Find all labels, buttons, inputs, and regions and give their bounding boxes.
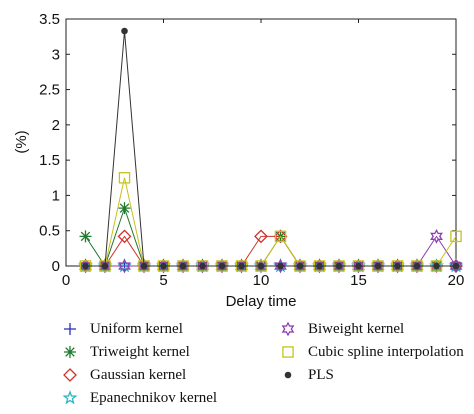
legend-item-epanechnikov-kernel: Epanechnikov kernel (58, 387, 217, 409)
series-line-triweight-kernel (85, 206, 456, 268)
legend-label: Gaussian kernel (90, 366, 187, 383)
legend-item-uniform-kernel: Uniform kernel (58, 318, 183, 340)
data-point-pls (413, 262, 421, 270)
data-point-gaussian-kernel (273, 229, 288, 244)
legend-label: Cubic spline interpolation (308, 343, 464, 360)
y-tick-label: 2.5 (39, 82, 60, 99)
data-point-gaussian-kernel (117, 229, 132, 244)
legend-marker-icon (282, 346, 294, 358)
data-point-pls (296, 262, 304, 270)
legend-item-biweight-kernel: Biweight kernel (276, 318, 404, 340)
y-tick-label: 1.5 (39, 152, 60, 169)
data-point-pls (140, 262, 148, 270)
legend-marker-icon (62, 390, 78, 405)
legend-item-pls: PLS (276, 364, 334, 386)
data-point-pls (257, 262, 265, 270)
x-tick-label: 15 (350, 272, 367, 289)
y-tick-label: 0 (52, 258, 60, 275)
y-axis-label: (%) (13, 130, 30, 153)
data-point-pls (355, 262, 362, 270)
data-point-pls (82, 262, 89, 270)
data-point-pls (374, 262, 382, 270)
legend-marker-icon (284, 371, 292, 379)
data-point-cubic-spline-interpolation (450, 230, 462, 243)
data-point-pls (101, 262, 109, 270)
data-point-pls (316, 262, 323, 270)
x-tick-label: 10 (253, 272, 270, 289)
legend-item-cubic-spline-interpolation: Cubic spline interpolation (276, 341, 464, 363)
x-tick-label: 0 (62, 272, 70, 289)
legend-marker-icon (63, 368, 77, 382)
legend-label: PLS (308, 366, 334, 383)
data-point-cubic-spline-interpolation (118, 172, 131, 184)
legend-label: Triweight kernel (90, 343, 190, 360)
legend-item-triweight-kernel: Triweight kernel (58, 341, 190, 363)
x-tick-label: 20 (448, 272, 465, 289)
y-tick-label: 3 (52, 46, 60, 63)
series-epanechnikov-kernel (78, 258, 464, 273)
legend: Uniform kernel Triweight kernel Gaussian k… (58, 318, 468, 408)
series-line-cubic-spline-interpolation (85, 177, 457, 267)
x-tick-label: 5 (159, 272, 167, 289)
y-tick-label: 2 (52, 117, 60, 134)
data-point-cubic-spline-interpolation (274, 230, 287, 243)
legend-marker-icon (64, 323, 76, 335)
data-point-pls (238, 262, 245, 270)
series-layer (78, 27, 464, 274)
data-point-pls (335, 262, 343, 270)
x-axis-label: Delay time (226, 293, 297, 310)
data-point-biweight-kernel (430, 228, 443, 244)
data-point-pls (160, 262, 167, 270)
series-line-pls (85, 30, 456, 267)
data-point-biweight-kernel (274, 258, 287, 274)
legend-marker-icon (64, 346, 76, 358)
y-tick-label: 0.5 (39, 223, 60, 240)
legend-label: Uniform kernel (90, 320, 183, 337)
data-point-pls (179, 262, 187, 270)
legend-marker-icon (281, 321, 295, 337)
data-point-pls (452, 262, 460, 270)
data-point-biweight-kernel (449, 258, 463, 274)
chart: 0 5 10 15 20 0 0.5 1 1.5 2 2.5 3 3.5 Delay time (%) (13, 11, 464, 310)
data-point-gaussian-kernel (254, 229, 268, 244)
y-tick-label: 1 (52, 187, 60, 204)
data-point-triweight-kernel (79, 230, 92, 243)
legend-label: Epanechnikov kernel (90, 389, 218, 406)
data-point-pls (121, 27, 128, 35)
data-point-triweight-kernel (118, 202, 131, 215)
series-pls (82, 27, 460, 270)
axis-ticks: 0 5 10 15 20 0 0.5 1 1.5 2 2.5 3 3.5 (39, 11, 464, 289)
legend-item-gaussian-kernel: Gaussian kernel (58, 364, 186, 386)
plot-frame (65, 18, 457, 267)
data-point-pls (433, 262, 440, 270)
data-point-pls (199, 262, 206, 270)
series-triweight-kernel (79, 202, 462, 272)
data-point-pls (218, 262, 226, 270)
data-point-biweight-kernel (118, 258, 131, 274)
data-point-pls (277, 262, 284, 270)
data-point-pls (394, 262, 401, 270)
legend-label: Biweight kernel (308, 320, 405, 337)
y-tick-label: 3.5 (39, 11, 60, 28)
